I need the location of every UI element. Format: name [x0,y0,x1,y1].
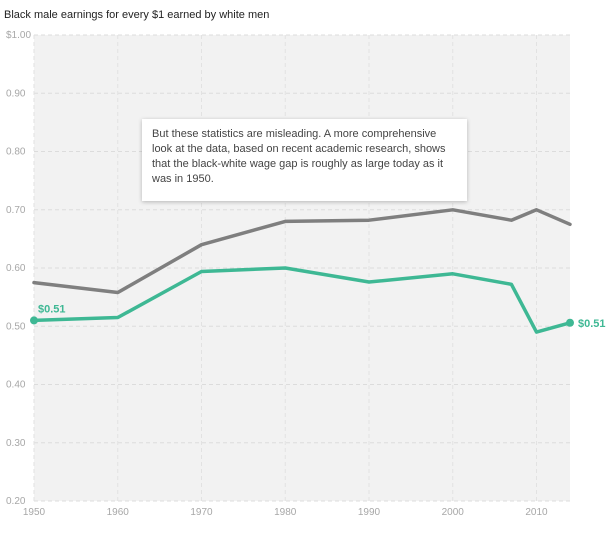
y-axis-ticks: 0.20 0.30 0.40 0.50 0.60 0.70 0.80 0.90 $1.00 [6,30,31,507]
x-tick-label: 1950 [23,507,46,518]
x-axis-ticks: 1950 1960 1970 1980 1990 2000 2010 [23,507,548,518]
y-tick-label: 0.80 [6,147,26,158]
series-start-marker [30,316,38,325]
end-labels: $0.51 $0.51 [38,303,606,329]
x-tick-label: 2000 [442,507,465,518]
y-tick-label: 0.60 [6,263,26,274]
x-tick-label: 1980 [274,507,297,518]
series-lines [30,208,574,334]
y-tick-label: $1.00 [6,30,31,41]
series-start-label: $0.51 [38,303,66,315]
x-tick-label: 2010 [525,507,548,518]
x-tick-label: 1990 [358,507,381,518]
series-line-1 [32,266,572,334]
y-tick-label: 0.40 [6,380,26,391]
annotation-box: But these statistics are misleading. A m… [142,119,467,201]
chart-title: Black male earnings for every $1 earned … [4,9,270,21]
y-tick-label: 0.90 [6,88,26,99]
x-tick-label: 1970 [190,507,213,518]
series-end-label: $0.51 [578,318,606,330]
y-tick-label: 0.30 [6,438,26,449]
y-tick-label: 0.20 [6,496,26,507]
y-tick-label: 0.70 [6,205,26,216]
series-end-marker [566,318,574,327]
x-tick-label: 1960 [107,507,130,518]
annotation-text: But these statistics are misleading. A m… [152,128,446,185]
y-tick-label: 0.50 [6,321,26,332]
series-line-0 [32,208,572,295]
